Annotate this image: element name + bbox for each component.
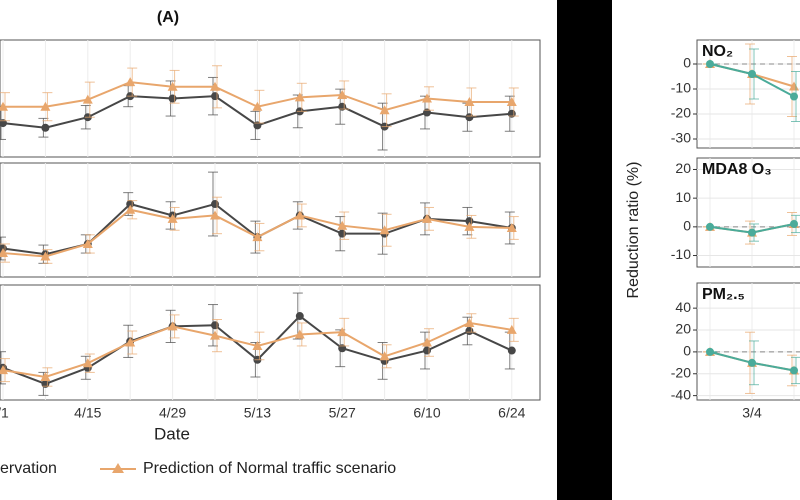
marker: [82, 358, 93, 368]
marker: [210, 210, 220, 220]
x-axis-label: Date: [154, 424, 190, 443]
x-tick-label: 5/13: [244, 405, 271, 421]
marker: [210, 81, 220, 91]
y-tick-label: 20: [675, 321, 691, 337]
marker: [294, 210, 305, 220]
marker: [706, 222, 714, 231]
marker: [423, 346, 431, 355]
marker: [167, 81, 178, 91]
y-tick-label: -10: [671, 80, 691, 96]
marker: [465, 327, 474, 335]
marker: [295, 312, 304, 321]
panel-label: PM₂.₅: [702, 286, 745, 303]
y-tick-label: 10: [675, 189, 691, 205]
y-tick-label: -20: [671, 364, 691, 380]
marker: [338, 229, 347, 238]
x-tick-label: /1: [0, 405, 9, 421]
marker: [0, 101, 8, 111]
marker: [464, 97, 475, 107]
marker: [337, 89, 348, 99]
black-band: [557, 0, 612, 500]
marker: [379, 105, 390, 115]
y-tick-label: -30: [671, 130, 691, 146]
marker: [41, 123, 50, 132]
panel-frame: [696, 39, 800, 149]
marker: [82, 238, 93, 248]
marker: [465, 113, 474, 122]
marker: [40, 251, 51, 261]
x-tick-label: 6/24: [498, 405, 525, 421]
marker: [0, 365, 8, 375]
legend-label: ervation: [0, 460, 57, 477]
marker: [748, 358, 756, 367]
marker: [0, 248, 8, 258]
marker: [40, 101, 51, 111]
legend-marker: [112, 463, 124, 473]
marker: [748, 228, 756, 237]
y-tick-label: -20: [671, 105, 691, 121]
marker: [125, 204, 136, 214]
x-tick-label: 3/4: [742, 405, 762, 421]
marker: [211, 321, 219, 330]
marker: [125, 77, 136, 87]
panel-a-title: (A): [157, 9, 179, 26]
marker: [422, 337, 432, 347]
marker: [40, 372, 51, 381]
marker: [211, 200, 219, 209]
marker: [507, 346, 516, 355]
marker: [168, 94, 177, 103]
marker: [506, 324, 517, 334]
marker: [422, 93, 432, 103]
marker: [464, 221, 475, 231]
marker: [790, 92, 798, 101]
panel-frame: [696, 157, 800, 268]
marker: [506, 97, 517, 107]
marker: [82, 94, 93, 104]
y-tick-label: 0: [683, 343, 691, 359]
marker: [167, 213, 178, 223]
marker: [464, 317, 475, 327]
marker: [294, 329, 305, 339]
marker: [748, 70, 756, 78]
marker: [506, 222, 517, 232]
marker: [294, 92, 305, 102]
panel-label: NO₂: [702, 43, 733, 60]
marker: [210, 330, 220, 340]
y-tick-label: 40: [675, 299, 691, 315]
panel-frame: [0, 39, 541, 158]
marker: [379, 351, 390, 361]
marker: [252, 340, 263, 350]
marker: [422, 213, 432, 223]
y-tick-label: -10: [671, 246, 691, 262]
marker: [337, 220, 348, 230]
marker: [167, 321, 178, 331]
marker: [252, 232, 263, 242]
marker: [706, 60, 714, 68]
y-tick-label: 0: [683, 55, 691, 71]
legend-label: Prediction of Normal traffic scenario: [143, 460, 396, 477]
y-tick-label: -40: [671, 386, 691, 402]
marker: [337, 327, 348, 337]
marker: [125, 337, 136, 347]
panel-label: MDA8 O₃: [702, 161, 772, 178]
marker: [790, 366, 798, 375]
x-tick-label: 5/27: [329, 405, 356, 421]
y-tick-label: 0: [683, 218, 691, 234]
marker: [790, 219, 798, 228]
marker: [211, 92, 219, 101]
marker: [706, 347, 714, 356]
marker: [379, 225, 390, 235]
x-tick-label: 4/29: [159, 405, 186, 421]
y-axis-label: Reduction ratio (%): [625, 162, 642, 299]
marker: [252, 101, 263, 111]
x-tick-label: 6/10: [413, 405, 440, 421]
x-tick-label: 4/15: [74, 405, 101, 421]
y-tick-label: 20: [675, 160, 691, 176]
